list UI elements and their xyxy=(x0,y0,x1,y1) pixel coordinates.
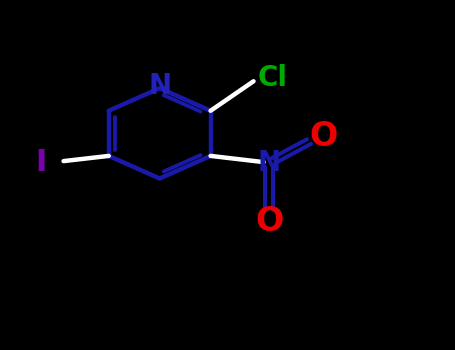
Text: O: O xyxy=(255,205,283,238)
Text: Cl: Cl xyxy=(258,64,288,92)
Text: N: N xyxy=(148,72,171,100)
Text: I: I xyxy=(35,148,46,177)
Text: N: N xyxy=(258,149,281,177)
Text: O: O xyxy=(309,120,338,153)
